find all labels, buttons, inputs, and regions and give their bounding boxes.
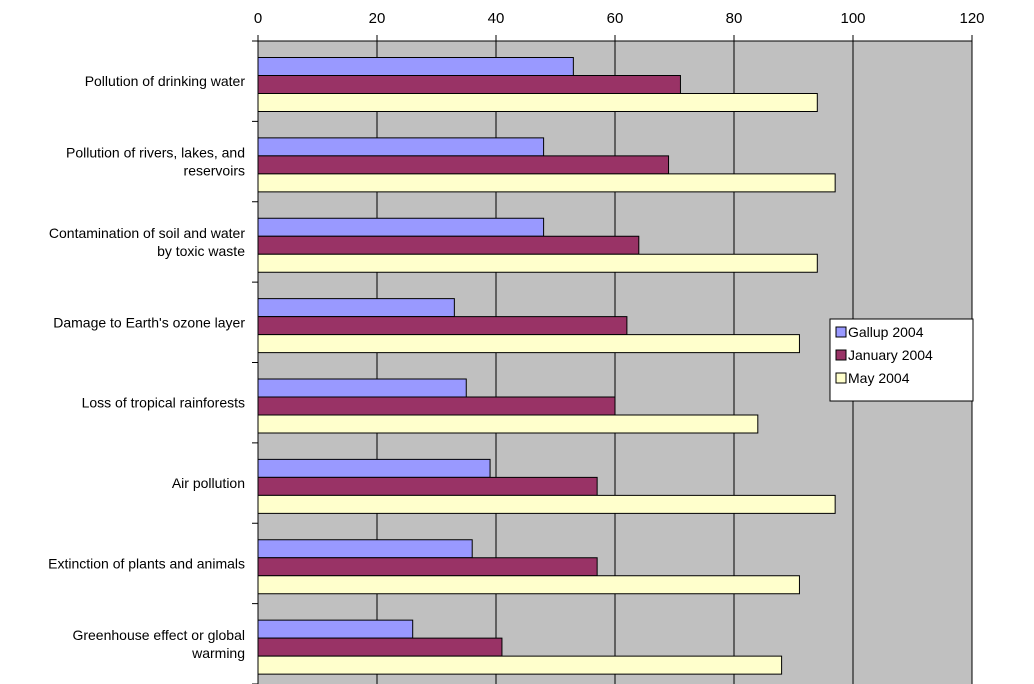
bar: [257, 637, 503, 657]
category-label: Damage to Earth's ozone layer: [53, 314, 245, 330]
bar: [257, 378, 467, 398]
legend-box: [829, 318, 974, 402]
category-label: Pollution of drinking water: [85, 73, 246, 89]
bar: [257, 458, 491, 478]
x-tick-label: 20: [369, 10, 386, 27]
category-label: Air pollution: [172, 475, 245, 491]
x-tick-labels: 0 20 40 60 80 100 120: [254, 10, 985, 27]
bar: [257, 396, 616, 416]
category-label: Pollution of rivers, lakes, and: [66, 145, 245, 161]
category-label: reservoirs: [184, 163, 245, 179]
bar: [257, 253, 818, 273]
category-label: Contamination of soil and water: [49, 225, 245, 241]
bar: [257, 173, 836, 193]
category-label: Loss of tropical rainforests: [82, 395, 245, 411]
bar: [257, 217, 545, 237]
x-tick-label: 60: [607, 10, 624, 27]
bar: [257, 476, 598, 496]
legend-label: January 2004: [848, 347, 933, 363]
x-tick-label: 120: [959, 10, 984, 27]
bar: [257, 557, 598, 577]
legend: Gallup 2004 January 2004 May 2004: [829, 318, 974, 402]
legend-swatch: [835, 349, 847, 361]
bar: [257, 75, 681, 94]
legend-swatch: [835, 326, 847, 338]
category-label: by toxic waste: [157, 243, 245, 259]
bar: [257, 155, 670, 175]
x-tick-label: 40: [488, 10, 505, 27]
bar: [257, 575, 800, 595]
bar: [257, 655, 783, 675]
category-labels: Pollution of drinking water Pollution of …: [48, 73, 245, 661]
bar: [257, 137, 545, 157]
bar: [257, 334, 800, 354]
bar: [257, 235, 640, 255]
bar: [257, 93, 818, 112]
x-tick-label: 80: [726, 10, 743, 27]
category-label: Extinction of plants and animals: [48, 555, 245, 571]
x-tick-label: 100: [840, 10, 865, 27]
legend-swatch: [835, 372, 847, 384]
bar: [257, 298, 455, 318]
bar: [257, 539, 473, 559]
bar: [257, 619, 414, 639]
bar: [257, 494, 836, 514]
x-tick-label: 0: [254, 10, 262, 27]
legend-label: Gallup 2004: [848, 324, 924, 340]
category-label: warming: [191, 645, 245, 661]
axes: [252, 35, 973, 684]
category-label: Greenhouse effect or global: [72, 627, 245, 643]
bar: [257, 57, 574, 76]
bar: [257, 414, 759, 434]
legend-label: May 2004: [848, 370, 910, 386]
bar: [257, 316, 628, 336]
